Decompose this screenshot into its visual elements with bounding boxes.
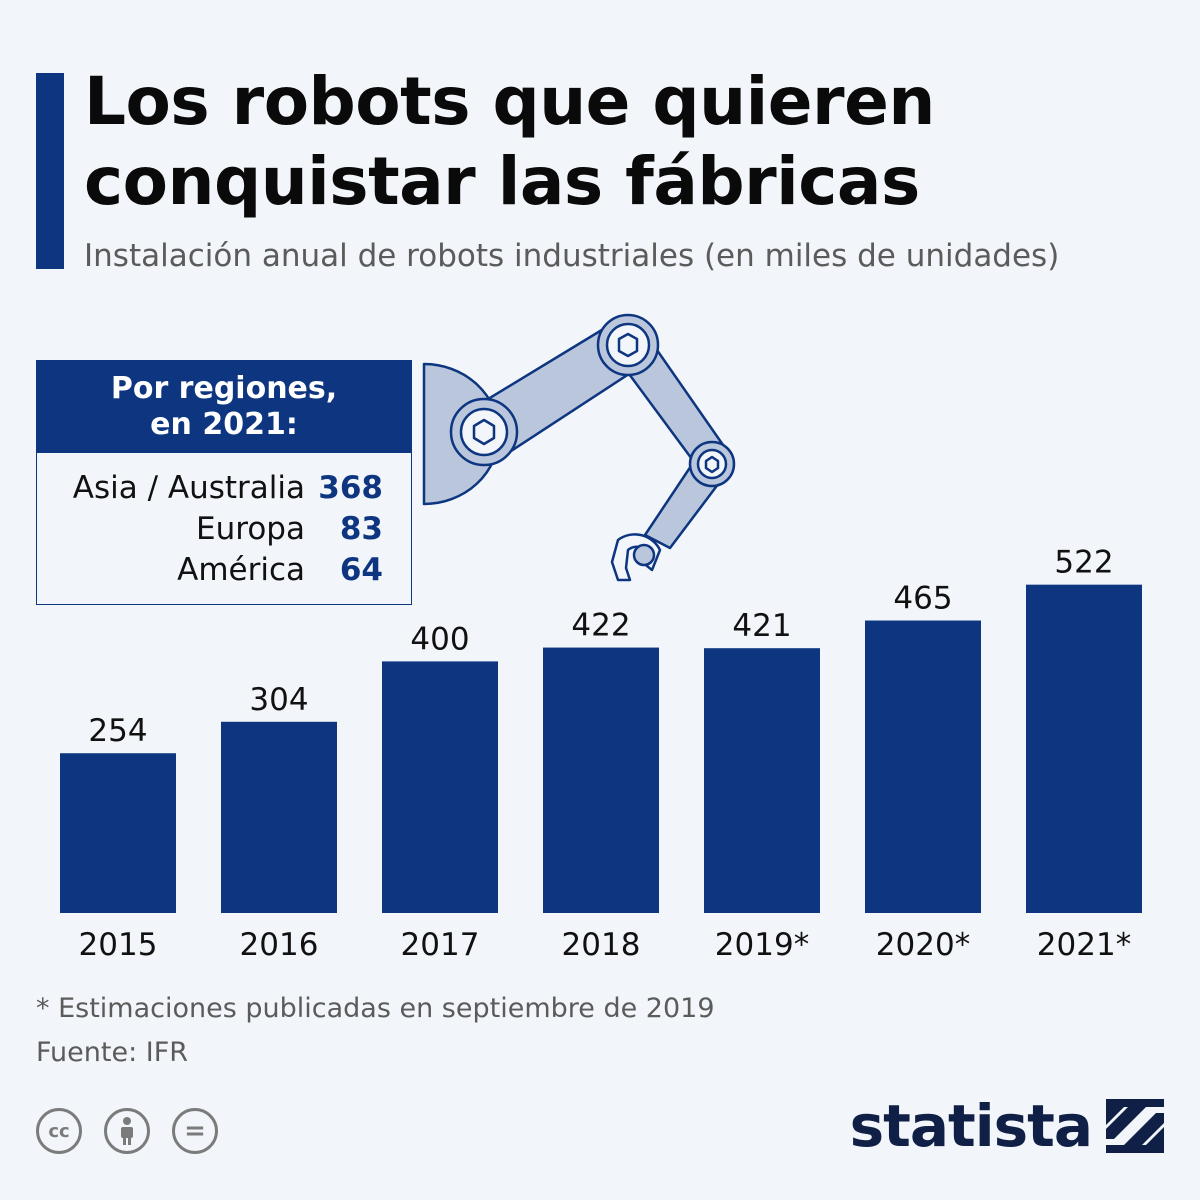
data-label: 465 [893, 581, 952, 617]
bar-2019* [704, 648, 820, 913]
x-tick-label: 2020* [876, 927, 970, 963]
region-row-america: América 64 [37, 549, 411, 590]
regions-box: Por regiones, en 2021: Asia / Australia … [36, 360, 412, 605]
source: Fuente: IFR [36, 1037, 189, 1068]
region-row-asia: Asia / Australia 368 [37, 467, 411, 508]
robot-arm-illustration [422, 313, 736, 582]
license-icons: cc = [36, 1108, 218, 1158]
region-value: 83 [339, 510, 383, 547]
bar-2021* [1026, 584, 1142, 913]
bar-2016 [221, 721, 337, 913]
bar-2015 [60, 753, 176, 913]
data-label: 304 [249, 682, 308, 718]
statista-logo-icon [1106, 1099, 1164, 1153]
statista-logo[interactable]: statista [850, 1092, 1164, 1160]
person-icon [121, 1117, 133, 1145]
chart-title: Los robots que quieren conquistar las fá… [84, 63, 935, 220]
x-tick-label: 2019* [715, 927, 809, 963]
attribution-icon[interactable] [104, 1108, 150, 1154]
region-value: 64 [339, 551, 383, 588]
bar-2017 [382, 661, 498, 913]
bar-2018 [543, 647, 659, 913]
chart-subtitle: Instalación anual de robots industriales… [84, 238, 1060, 274]
data-label: 254 [88, 713, 147, 749]
data-label: 400 [410, 621, 469, 657]
region-name: Asia / Australia [72, 469, 305, 506]
region-name: América [177, 551, 305, 588]
x-tick-label: 2016 [240, 927, 319, 963]
region-name: Europa [196, 510, 305, 547]
cc-icon[interactable]: cc [36, 1108, 82, 1154]
data-label: 421 [732, 608, 791, 644]
region-value: 368 [318, 469, 383, 506]
bar-2020* [865, 620, 981, 913]
x-tick-label: 2021* [1037, 927, 1131, 963]
equals-icon: = [184, 1116, 206, 1146]
cc-icon-label: cc [48, 1120, 70, 1142]
x-tick-label: 2018 [562, 927, 641, 963]
bar-chart: 254 2015 304 2016 400 2017 422 2018 421 2019* 465 2… [60, 545, 1142, 963]
region-row-europa: Europa 83 [37, 508, 411, 549]
data-label: 422 [571, 608, 630, 644]
regions-heading-text: Por regiones, en 2021: [110, 371, 338, 442]
x-tick-label: 2015 [79, 927, 158, 963]
no-derivatives-icon[interactable]: = [172, 1108, 218, 1154]
data-label: 522 [1054, 545, 1113, 581]
brand-name: statista [849, 1092, 1093, 1160]
title-accent-bar [36, 73, 64, 269]
regions-heading: Por regiones, en 2021: [37, 361, 411, 453]
x-tick-label: 2017 [401, 927, 480, 963]
footnote: * Estimaciones publicadas en septiembre … [36, 993, 715, 1024]
